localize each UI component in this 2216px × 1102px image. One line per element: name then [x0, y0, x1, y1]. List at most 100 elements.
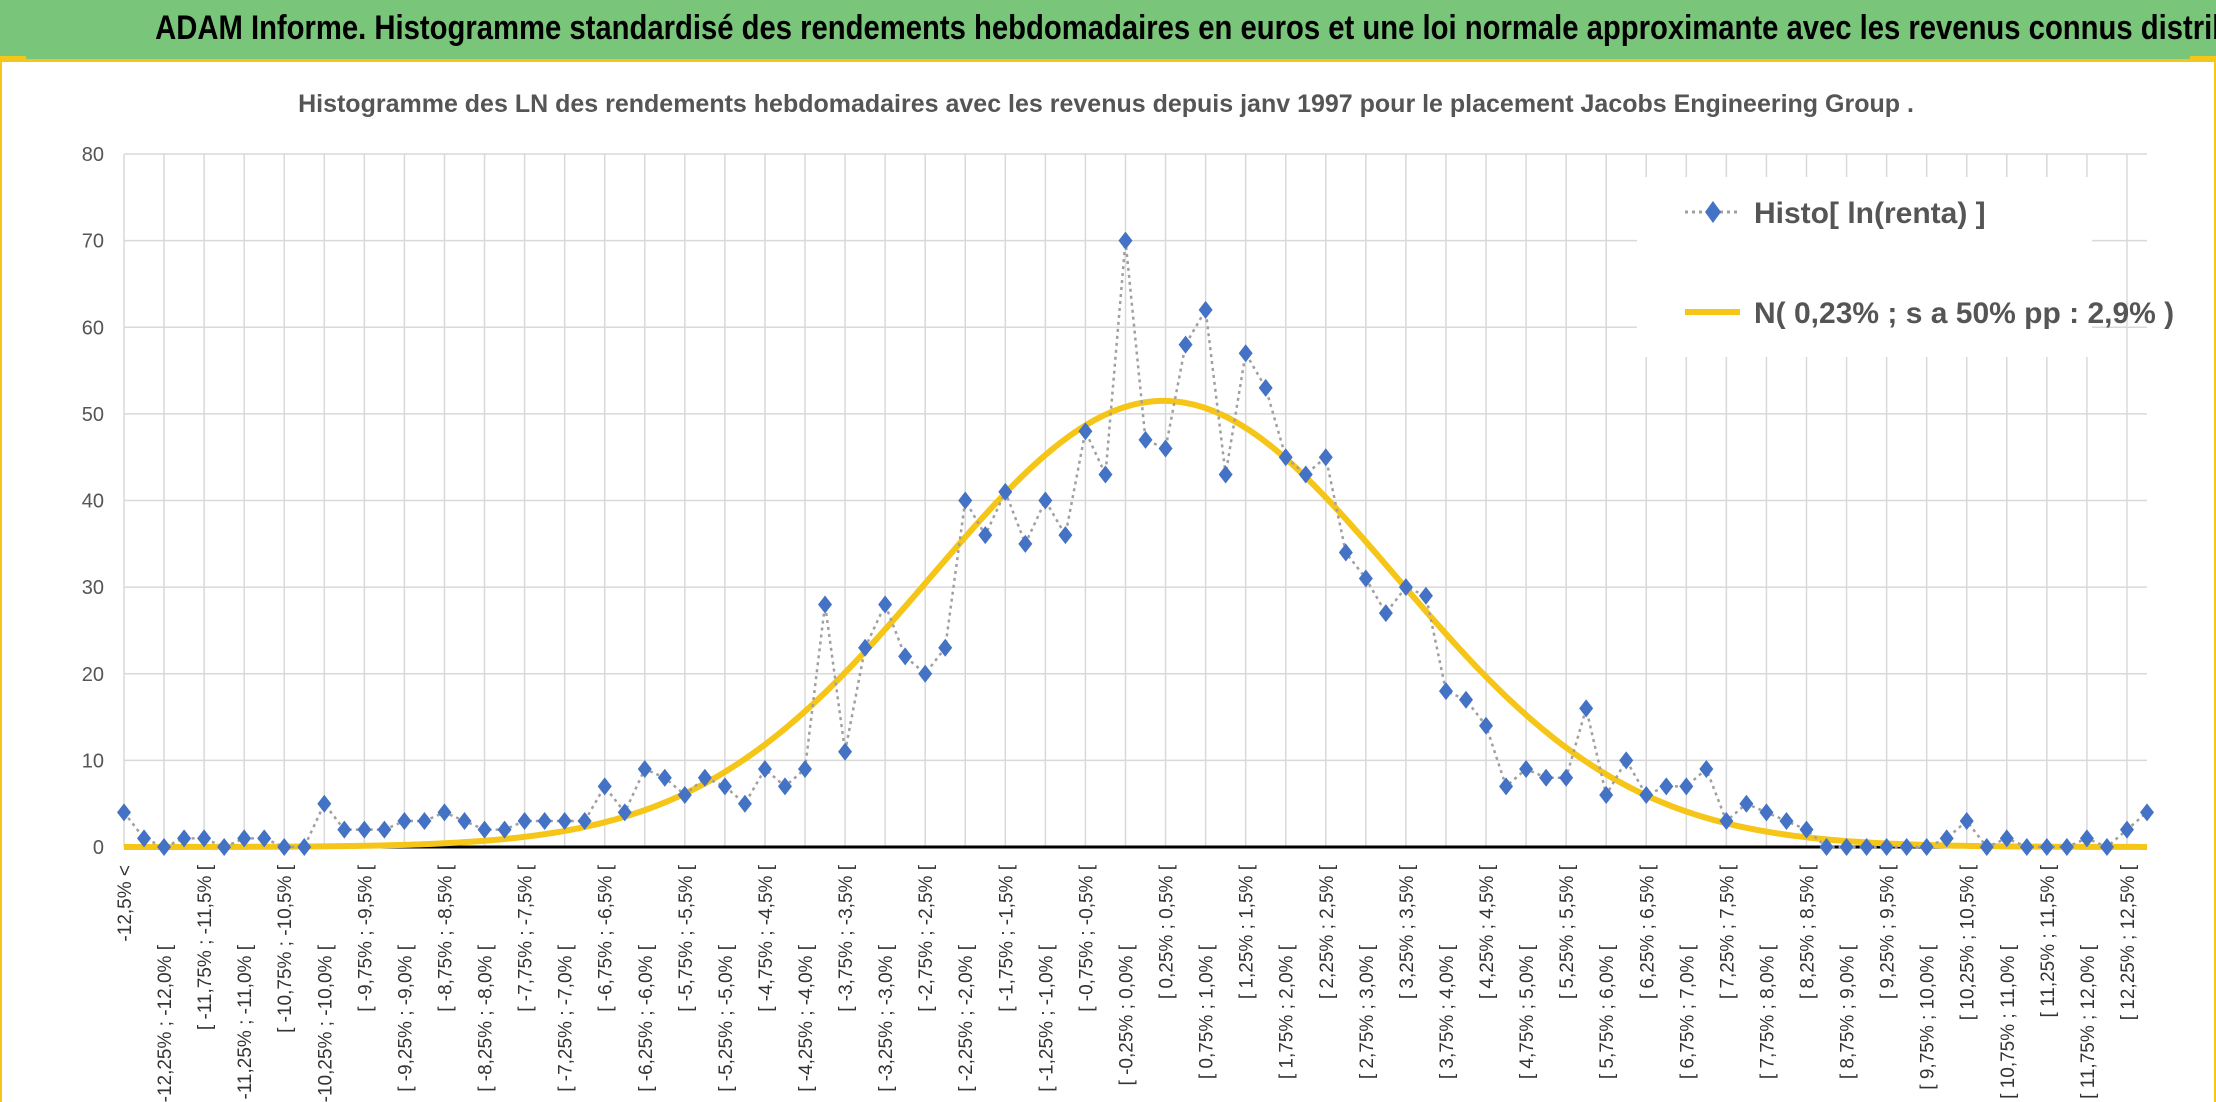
- histo-point: [1458, 690, 1473, 709]
- histo-point: [297, 838, 312, 856]
- x-tick-label: [ -1,75% ; -1,5% [: [996, 864, 1017, 1012]
- x-tick-label: [ -9,75% ; -9,5% [: [355, 864, 376, 1012]
- histo-point: [898, 647, 913, 666]
- histo-point: [2099, 838, 2114, 856]
- histo-point: [577, 812, 592, 831]
- histo-point: [1579, 699, 1594, 718]
- histo-point: [1799, 820, 1814, 839]
- histo-point: [237, 829, 252, 848]
- y-tick-label: 50: [82, 404, 104, 426]
- x-tick-label: [ 4,75% ; 5,0% [: [1517, 944, 1538, 1079]
- histo-point: [2019, 838, 2034, 856]
- x-tick-label: [ -1,25% ; -1,0% [: [1036, 944, 1057, 1092]
- y-tick-label: 40: [82, 491, 104, 513]
- x-tick-label: [ -0,25% ; 0,0% [: [1116, 944, 1137, 1085]
- histo-point: [1338, 543, 1353, 562]
- histo-point: [1899, 838, 1914, 856]
- histogram-chart: Histogramme des LN des rendements hebdom…: [82, 90, 2174, 1102]
- x-tick-label: [ 5,25% ; 5,5% [: [1557, 864, 1578, 999]
- x-tick-label: [ 6,75% ; 7,0% [: [1677, 944, 1698, 1079]
- legend-normal-label: N( 0,23% ; s a 50% pp : 2,9% ): [1754, 297, 2174, 330]
- histo-point: [938, 638, 953, 657]
- banner-accent-right: [2190, 56, 2216, 62]
- histo-point: [137, 829, 152, 848]
- histo-point: [417, 812, 432, 831]
- histo-point: [2119, 820, 2134, 839]
- x-tick-label: [ 3,25% ; 3,5% [: [1397, 864, 1418, 999]
- y-tick-label: 30: [82, 577, 104, 599]
- histo-point: [1559, 768, 1574, 787]
- x-tick-label: [ 0,25% ; 0,5% [: [1157, 864, 1178, 999]
- histo-point: [858, 638, 873, 657]
- x-tick-label: [ -11,75% ; -11,5% [: [195, 864, 216, 1030]
- y-tick-label: 80: [82, 144, 104, 166]
- histo-point: [377, 820, 392, 839]
- histo-point: [1098, 465, 1113, 484]
- x-tick-label: [ 1,25% ; 1,5% [: [1237, 864, 1258, 999]
- x-tick-label: [ 8,75% ; 9,0% [: [1838, 944, 1859, 1079]
- chart-frame: Histogramme des LN des rendements hebdom…: [0, 62, 2216, 1102]
- histo-point: [557, 812, 572, 831]
- y-tick-label: 70: [82, 231, 104, 253]
- x-tick-label: [ -3,25% ; -3,0% [: [876, 944, 897, 1092]
- histo-point: [217, 838, 232, 856]
- x-tick-label: [ 5,75% ; 6,0% [: [1597, 944, 1618, 1079]
- histo-point: [2039, 838, 2054, 856]
- histo-point: [357, 820, 372, 839]
- x-tick-label: [ 10,25% ; 10,5% [: [1958, 864, 1979, 1020]
- histo-point: [1198, 300, 1213, 319]
- histo-point: [1278, 448, 1293, 467]
- x-tick-label: [ -2,25% ; -2,0% [: [956, 944, 977, 1092]
- histo-point: [1519, 760, 1534, 779]
- histo-point: [177, 829, 192, 848]
- histo-point: [1158, 439, 1173, 458]
- histo-point: [1138, 430, 1153, 449]
- histo-point: [1859, 838, 1874, 856]
- histo-point: [497, 820, 512, 839]
- histo-point: [457, 812, 472, 831]
- x-tick-label: [ -8,75% ; -8,5% [: [435, 864, 456, 1012]
- x-tick-label: [ 9,75% ; 10,0% [: [1918, 944, 1939, 1089]
- histo-point: [1058, 526, 1073, 545]
- histo-point: [1839, 838, 1854, 856]
- histo-point: [437, 803, 452, 822]
- y-tick-label: 20: [82, 664, 104, 686]
- histo-point: [978, 526, 993, 545]
- histo-point: [257, 829, 272, 848]
- histo-point: [1819, 838, 1834, 856]
- x-tick-label: [ 10,75% ; 11,0% [: [1998, 944, 2019, 1099]
- x-tick-label: [ -7,75% ; -7,5% [: [516, 864, 537, 1012]
- histogram-series: [117, 231, 2154, 856]
- x-tick-label: [ 7,25% ; 7,5% [: [1717, 864, 1738, 999]
- x-tick-label: [ 9,25% ; 9,5% [: [1878, 864, 1899, 999]
- histo-point: [337, 820, 352, 839]
- histo-point: [1619, 751, 1634, 770]
- histo-point: [777, 777, 792, 796]
- x-tick-label: [ 2,75% ; 3,0% [: [1357, 944, 1378, 1079]
- histo-point: [1298, 465, 1313, 484]
- histo-point: [1499, 777, 1514, 796]
- histo-point: [677, 786, 692, 805]
- x-tick-label: [ 8,25% ; 8,5% [: [1797, 864, 1818, 999]
- histo-point: [537, 812, 552, 831]
- histo-point: [1719, 812, 1734, 831]
- histo-point: [1939, 829, 1954, 848]
- histo-point: [1218, 465, 1233, 484]
- histo-point: [838, 742, 853, 761]
- y-tick-label: 10: [82, 750, 104, 772]
- histo-point: [2140, 803, 2154, 822]
- histo-point: [1979, 838, 1994, 856]
- histo-point: [1418, 586, 1433, 605]
- x-tick-label: [ -4,75% ; -4,5% [: [756, 864, 777, 1012]
- histo-point: [2059, 838, 2074, 856]
- histo-point: [1919, 838, 1934, 856]
- y-tick-label: 0: [93, 837, 104, 859]
- x-axis-ticks: -12,5% < [ -12,25% ; -12,0% [[ -11,75% ; …: [115, 864, 2139, 1102]
- histo-point: [1659, 777, 1674, 796]
- histo-point: [1438, 682, 1453, 701]
- histo-point: [1358, 569, 1373, 588]
- histo-point: [477, 820, 492, 839]
- normal-curve-line: [124, 397, 2147, 850]
- x-tick-label: [ -6,25% ; -6,0% [: [636, 944, 657, 1092]
- legend-histo-label: Histo[ ln(renta) ]: [1754, 197, 1986, 230]
